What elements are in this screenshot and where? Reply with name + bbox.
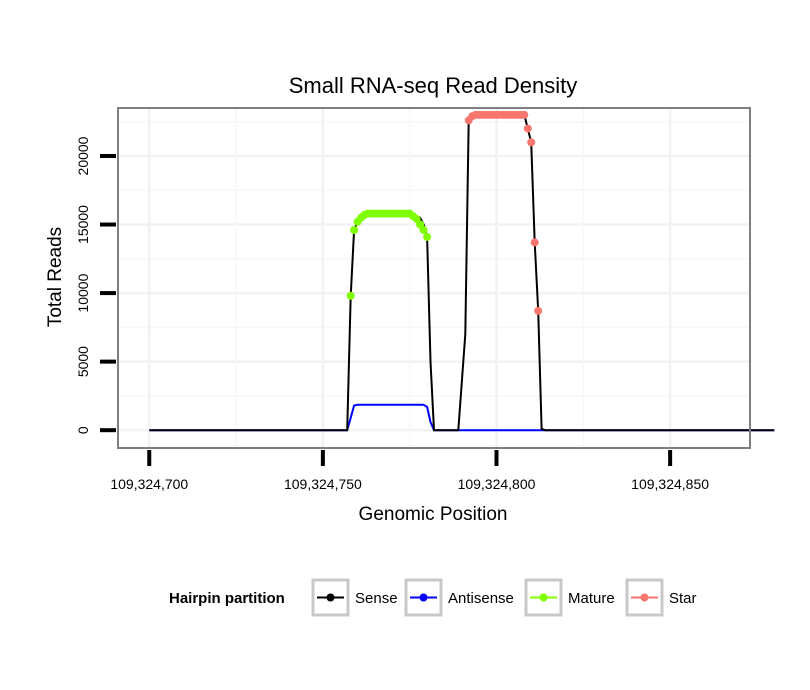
y-tick-label: 20000: [75, 136, 91, 175]
x-tick-label: 109,324,750: [284, 476, 362, 492]
series-mature: [346, 209, 432, 300]
x-axis-title: Genomic Position: [359, 504, 508, 525]
series-star: [464, 110, 543, 315]
legend-entry-star: Star: [625, 578, 697, 617]
plot-border: [117, 107, 751, 449]
y-axis-title: Total Reads: [45, 227, 66, 327]
legend-entry-antisense: Antisense: [404, 578, 514, 617]
series-sense: [149, 113, 775, 432]
legend-label-sense: Sense: [355, 590, 398, 607]
y-tick-label: 15000: [75, 205, 91, 244]
x-tick-label: 109,324,850: [631, 476, 709, 492]
legend-key-point-star: [640, 593, 649, 602]
data-point-mature: [346, 291, 355, 300]
legend-label-antisense: Antisense: [448, 590, 514, 607]
legend-title: Hairpin partition: [169, 590, 285, 607]
y-tick-label: 0: [75, 426, 91, 434]
legend-entry-sense: Sense: [311, 578, 398, 617]
data-point-mature: [419, 226, 428, 234]
x-tick-label: 109,324,800: [458, 476, 536, 492]
data-point-star: [530, 238, 539, 247]
legend: Hairpin partition Sense Antisense Mature Sta…: [169, 578, 697, 617]
data-point-star: [534, 306, 543, 315]
series-antisense: [149, 403, 775, 432]
legend-key-point-sense: [326, 593, 335, 602]
series-layer: [149, 110, 775, 432]
grid: [118, 108, 750, 448]
chart-title: Small RNA-seq Read Density: [289, 73, 578, 98]
series-line-sense: [149, 113, 775, 432]
legend-label-star: Star: [669, 590, 697, 607]
legend-label-mature: Mature: [568, 590, 615, 607]
axes: 0 5000 10000 15000 20000 109,324,700 109,324,7…: [75, 136, 709, 492]
data-point-star: [520, 110, 529, 119]
data-point-mature: [350, 226, 359, 234]
y-tick-label: 10000: [75, 273, 91, 312]
y-tick-label: 5000: [75, 346, 91, 377]
data-point-star: [523, 124, 532, 133]
legend-key-point-mature: [539, 593, 548, 602]
x-tick-label: 109,324,700: [110, 476, 188, 492]
data-point-mature: [423, 232, 432, 241]
series-line-antisense: [149, 403, 775, 432]
legend-key-point-antisense: [419, 593, 428, 602]
data-point-star: [527, 138, 536, 147]
legend-entry-mature: Mature: [524, 578, 615, 617]
